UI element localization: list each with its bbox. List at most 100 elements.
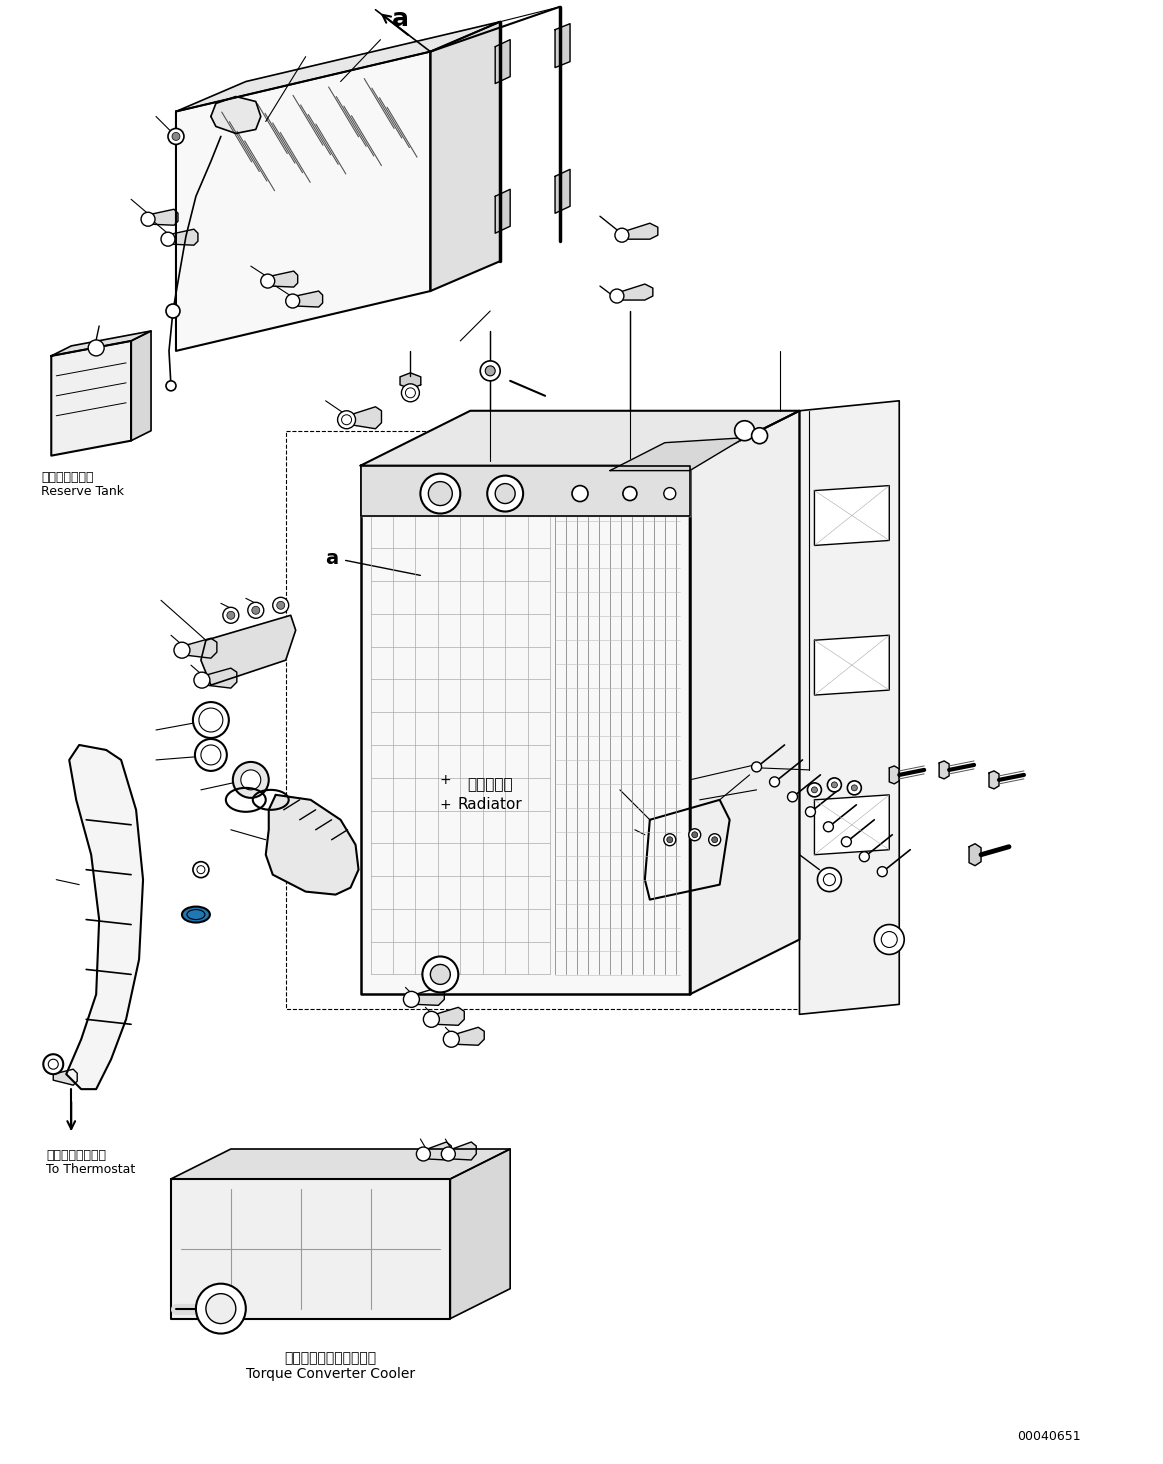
Text: 00040651: 00040651 xyxy=(1018,1430,1080,1444)
Circle shape xyxy=(441,1146,455,1161)
Circle shape xyxy=(485,366,495,376)
Circle shape xyxy=(201,745,221,764)
Text: a: a xyxy=(392,7,409,31)
Polygon shape xyxy=(814,795,890,855)
Polygon shape xyxy=(452,1142,477,1159)
Circle shape xyxy=(241,770,261,791)
Circle shape xyxy=(751,761,762,772)
Polygon shape xyxy=(415,987,444,1006)
Circle shape xyxy=(141,212,155,227)
Circle shape xyxy=(273,597,288,613)
Circle shape xyxy=(480,362,500,381)
Polygon shape xyxy=(186,638,216,659)
Polygon shape xyxy=(989,772,999,789)
Circle shape xyxy=(337,411,356,429)
Circle shape xyxy=(406,388,415,398)
Circle shape xyxy=(735,420,755,441)
Circle shape xyxy=(195,739,227,772)
Text: ラジエータ: ラジエータ xyxy=(468,777,513,792)
Circle shape xyxy=(666,837,672,843)
Polygon shape xyxy=(66,745,143,1089)
Polygon shape xyxy=(361,466,690,515)
Text: Torque Converter Cooler: Torque Converter Cooler xyxy=(247,1367,415,1382)
Circle shape xyxy=(851,785,857,791)
Polygon shape xyxy=(400,373,421,389)
Polygon shape xyxy=(171,1179,450,1319)
Circle shape xyxy=(487,476,523,511)
Polygon shape xyxy=(969,843,982,865)
Polygon shape xyxy=(176,22,500,111)
Polygon shape xyxy=(495,40,511,83)
Text: Reserve Tank: Reserve Tank xyxy=(42,485,124,498)
Text: Radiator: Radiator xyxy=(458,798,522,813)
Polygon shape xyxy=(430,22,500,291)
Circle shape xyxy=(443,1031,459,1047)
Polygon shape xyxy=(814,486,890,546)
Circle shape xyxy=(882,931,897,947)
Polygon shape xyxy=(206,668,237,688)
Circle shape xyxy=(420,474,461,514)
Circle shape xyxy=(160,233,174,246)
Polygon shape xyxy=(890,766,899,783)
Polygon shape xyxy=(361,466,690,994)
Circle shape xyxy=(174,643,190,659)
Polygon shape xyxy=(176,51,430,351)
Circle shape xyxy=(167,129,184,145)
Circle shape xyxy=(49,1060,58,1069)
Circle shape xyxy=(823,874,835,886)
Circle shape xyxy=(193,862,209,877)
Circle shape xyxy=(166,305,180,318)
Circle shape xyxy=(664,488,676,499)
Circle shape xyxy=(277,602,285,609)
Circle shape xyxy=(206,1294,236,1323)
Polygon shape xyxy=(201,615,295,685)
Polygon shape xyxy=(427,1142,451,1159)
Circle shape xyxy=(401,384,420,401)
Circle shape xyxy=(787,792,798,802)
Circle shape xyxy=(623,486,637,501)
Circle shape xyxy=(859,852,869,862)
Circle shape xyxy=(223,608,238,624)
Polygon shape xyxy=(51,341,131,455)
Text: +: + xyxy=(440,798,451,813)
Circle shape xyxy=(197,865,205,874)
Circle shape xyxy=(261,274,274,288)
Text: トルクコンバータクーラ: トルクコンバータクーラ xyxy=(285,1351,377,1366)
Circle shape xyxy=(688,829,701,840)
Circle shape xyxy=(712,837,718,843)
Polygon shape xyxy=(171,1149,511,1179)
Circle shape xyxy=(708,834,721,846)
Circle shape xyxy=(172,132,180,141)
Circle shape xyxy=(423,1012,440,1028)
Circle shape xyxy=(615,228,629,242)
Text: a: a xyxy=(326,549,338,568)
Circle shape xyxy=(233,761,269,798)
Circle shape xyxy=(572,486,588,502)
Circle shape xyxy=(194,672,209,688)
Polygon shape xyxy=(51,331,151,356)
Polygon shape xyxy=(350,407,381,429)
Polygon shape xyxy=(211,97,261,133)
Circle shape xyxy=(43,1054,63,1075)
Circle shape xyxy=(877,867,887,877)
Circle shape xyxy=(664,834,676,846)
Polygon shape xyxy=(266,795,358,895)
Polygon shape xyxy=(271,271,298,287)
Circle shape xyxy=(818,868,841,892)
Text: サーモスタットへ: サーモスタットへ xyxy=(47,1149,106,1162)
Circle shape xyxy=(416,1146,430,1161)
Circle shape xyxy=(841,837,851,846)
Circle shape xyxy=(286,294,300,307)
Circle shape xyxy=(199,709,223,732)
Ellipse shape xyxy=(187,909,205,919)
Polygon shape xyxy=(609,438,744,470)
Circle shape xyxy=(807,783,821,796)
Text: リザーブタンク: リザーブタンク xyxy=(42,470,94,483)
Polygon shape xyxy=(814,635,890,695)
Text: +: + xyxy=(440,773,451,786)
Circle shape xyxy=(195,1284,245,1334)
Polygon shape xyxy=(295,291,322,307)
Polygon shape xyxy=(450,1149,511,1319)
Polygon shape xyxy=(799,401,899,1015)
Polygon shape xyxy=(555,23,570,67)
